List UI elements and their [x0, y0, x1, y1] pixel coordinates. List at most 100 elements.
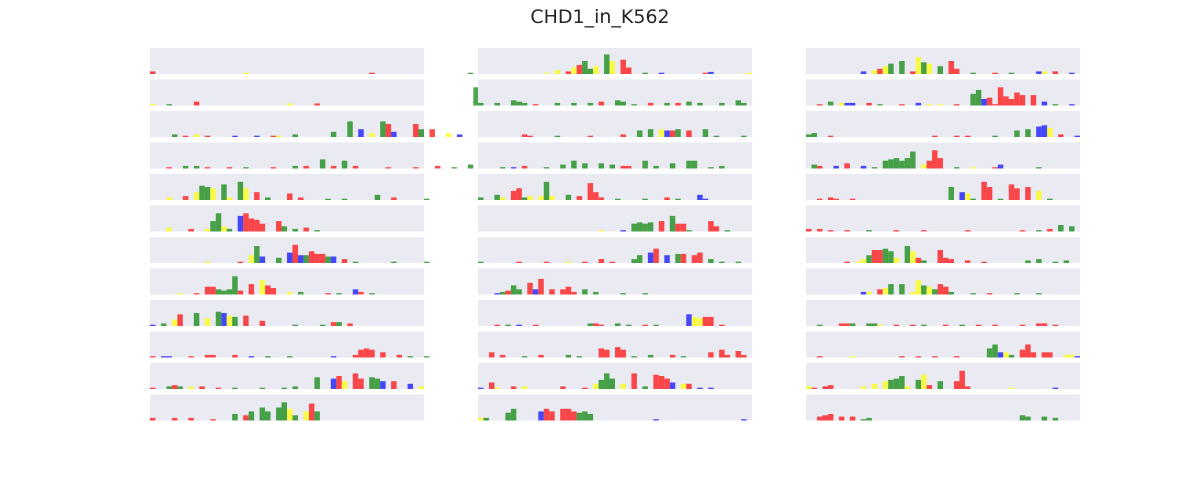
bar-C: [330, 356, 337, 358]
bar-A: [926, 385, 933, 389]
bar-T: [893, 257, 900, 263]
bar-A: [735, 351, 742, 358]
bar-C: [538, 411, 544, 421]
bar-G: [467, 72, 474, 74]
bar-A: [543, 261, 550, 263]
bar-A: [232, 354, 238, 358]
bar-G: [860, 419, 867, 421]
bar-G: [871, 167, 878, 169]
bar-T: [369, 133, 375, 137]
bar-G: [686, 230, 692, 232]
bar-G: [1025, 260, 1031, 263]
bar-G: [691, 160, 698, 169]
bar-G: [664, 102, 670, 106]
bar-G: [888, 159, 894, 169]
bar-G: [1036, 167, 1042, 169]
bar-G: [510, 285, 517, 295]
bar-G: [226, 289, 233, 295]
bar-C: [532, 289, 539, 295]
bar-G: [582, 289, 588, 295]
bar-A: [330, 322, 337, 326]
bar-G: [708, 259, 714, 263]
bar-C: [287, 252, 293, 263]
bar-A: [827, 230, 834, 232]
bar-A: [582, 387, 588, 389]
motif-panel: [150, 363, 424, 389]
bar-A: [932, 150, 938, 169]
motif-panel: [478, 300, 752, 326]
bar-A: [943, 324, 949, 326]
bar-A: [816, 104, 823, 106]
bar-G: [265, 411, 271, 421]
bar-G: [904, 158, 911, 169]
bar-G: [609, 164, 615, 169]
bar-C: [860, 71, 867, 74]
bar-A: [1019, 349, 1026, 358]
bar-T: [341, 381, 348, 389]
bar-A: [352, 354, 359, 358]
bar-G: [631, 259, 637, 263]
bar-C: [708, 387, 714, 389]
bar-T: [598, 230, 605, 232]
bar-G: [1047, 198, 1053, 200]
bar-G: [899, 61, 905, 74]
bar-G: [215, 311, 222, 326]
bar-A: [565, 408, 572, 421]
bar-G: [226, 228, 233, 232]
bar-G: [407, 356, 414, 358]
bar-A: [937, 158, 943, 169]
bar-A: [811, 387, 817, 389]
bar-A: [538, 278, 544, 295]
bar-G: [505, 324, 511, 326]
bar-G: [719, 102, 725, 106]
bar-A: [204, 167, 211, 169]
bar-T: [248, 255, 255, 263]
bar-A: [560, 408, 566, 421]
bar-A: [352, 165, 359, 169]
motif-panel: [806, 268, 1080, 295]
bar-T: [855, 261, 861, 263]
bar-A: [620, 349, 626, 358]
bar-G: [177, 386, 183, 389]
bar-G: [314, 411, 320, 421]
bar-T: [527, 196, 533, 200]
bar-A: [1030, 95, 1037, 106]
bar-A: [849, 198, 856, 200]
bar-A: [215, 387, 222, 389]
bar-A: [658, 221, 665, 232]
bar-A: [844, 323, 850, 326]
bar-A: [1019, 324, 1026, 326]
bar-G: [292, 324, 298, 326]
bar-A: [510, 386, 517, 389]
bar-G: [478, 197, 484, 200]
bar-G: [521, 197, 528, 200]
bar-A: [358, 378, 364, 389]
bar-T: [171, 319, 178, 326]
bar-A: [964, 135, 971, 137]
bar-T: [860, 386, 867, 389]
bar-A: [204, 354, 211, 358]
panel-background: [806, 331, 1080, 358]
bar-C: [915, 102, 922, 106]
bar-G: [369, 377, 375, 389]
bar-A: [625, 67, 632, 74]
bar-A: [336, 376, 342, 389]
bar-A: [1008, 184, 1015, 200]
bar-G: [882, 160, 889, 169]
bar-G: [1014, 293, 1020, 295]
bar-A: [680, 253, 687, 263]
bar-T: [866, 291, 872, 295]
bar-A: [1008, 99, 1015, 106]
bar-T: [204, 228, 211, 232]
bar-A: [899, 104, 905, 106]
bar-G: [675, 253, 681, 263]
bar-T: [915, 57, 922, 74]
bar-A: [937, 250, 943, 263]
bar-A: [297, 197, 304, 200]
bar-T: [499, 197, 506, 200]
motif-panel: [150, 111, 463, 137]
bar-G: [1008, 72, 1015, 74]
bar-A: [838, 323, 845, 326]
bar-A: [237, 261, 244, 263]
bar-T: [445, 133, 452, 137]
